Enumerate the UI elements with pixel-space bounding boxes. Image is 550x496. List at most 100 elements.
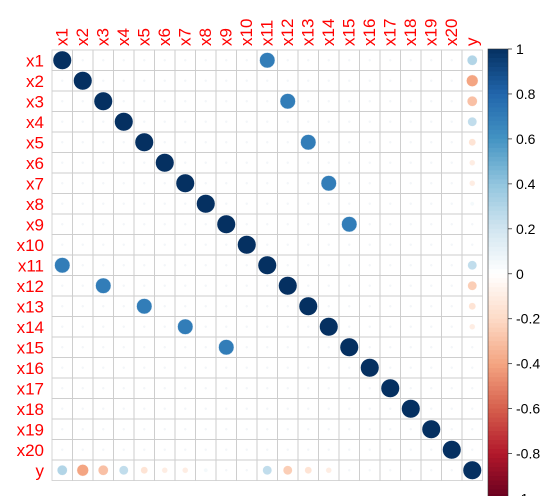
corr-circle-x13-y <box>468 302 477 311</box>
corr-circle-x17-x13 <box>307 387 310 390</box>
corr-circle-x11-x10 <box>245 264 248 267</box>
corr-circle-x13-x5 <box>136 298 153 315</box>
corr-circle-x10-x19 <box>430 243 433 246</box>
corr-circle-x12-x14 <box>327 284 330 287</box>
corr-circle-x18-x2 <box>81 407 84 410</box>
colorbar-segment <box>488 93 508 100</box>
corr-circle-x17-x10 <box>245 387 248 390</box>
corr-circle-x16-x2 <box>81 366 84 369</box>
corr-circle-x11-x11 <box>257 255 277 275</box>
corr-circle-x2-x19 <box>430 79 433 82</box>
colorbar-segment <box>488 359 508 365</box>
corr-circle-x12-x13 <box>307 284 310 287</box>
corr-circle-x17-x14 <box>327 387 330 390</box>
corr-circle-x20-x10 <box>245 448 248 451</box>
corr-circle-x8-x6 <box>163 202 166 205</box>
corr-circle-x12-x7 <box>184 284 187 287</box>
colorbar-segment <box>488 480 508 486</box>
corr-circle-x10-x13 <box>307 243 310 246</box>
corr-circle-x2-x12 <box>286 79 289 82</box>
corr-circle-x1-x5 <box>143 59 146 62</box>
circle-layer <box>52 50 482 480</box>
corr-circle-x9-x6 <box>163 223 166 226</box>
corr-circle-x8-x4 <box>122 202 125 205</box>
colorbar-segment <box>488 120 508 127</box>
corr-circle-x3-x13 <box>307 100 310 103</box>
corr-circle-x8-x2 <box>81 202 84 205</box>
corr-circle-x14-x15 <box>348 325 351 328</box>
corr-circle-x17-x1 <box>61 387 64 390</box>
colorbar-tick-label: 0.2 <box>516 221 536 237</box>
corr-circle-x20-x5 <box>143 448 146 451</box>
corr-circle-x9-x10 <box>245 223 248 226</box>
corr-circle-x7-x14 <box>320 175 337 192</box>
corr-circle-x8-x17 <box>389 202 392 205</box>
corr-circle-x20-x11 <box>266 448 269 451</box>
corr-circle-y-x6 <box>161 467 168 474</box>
corr-circle-x9-x9 <box>216 214 236 234</box>
corr-circle-x8-x7 <box>184 202 187 205</box>
col-label-x8: x8 <box>196 28 215 46</box>
corr-circle-x8-x8 <box>196 194 216 214</box>
col-label-x18: x18 <box>401 19 420 46</box>
corr-circle-x6-x8 <box>204 161 207 164</box>
colorbar-segment <box>488 350 508 356</box>
corr-circle-x11-x3 <box>102 264 105 267</box>
colorbar-segment <box>488 332 508 338</box>
corr-circle-x15-x6 <box>163 346 166 349</box>
corr-circle-x9-x3 <box>102 223 105 226</box>
corr-circle-x13-x7 <box>184 305 187 308</box>
corr-circle-x7-x19 <box>430 182 433 185</box>
colorbar-segment <box>488 143 508 149</box>
corr-circle-x16-x14 <box>327 366 330 369</box>
colorbar-segment <box>488 89 508 95</box>
corr-circle-x9-x7 <box>184 223 187 226</box>
corr-circle-x12-x4 <box>122 284 125 287</box>
corr-circle-x11-x7 <box>184 264 187 267</box>
colorbar-segment <box>488 467 508 473</box>
colorbar-segment <box>488 147 508 153</box>
corr-circle-x6-x4 <box>122 161 125 164</box>
corr-circle-x9-x5 <box>143 223 146 226</box>
corr-circle-x9-y <box>471 223 474 226</box>
corr-circle-x1-y <box>466 54 478 66</box>
corr-circle-x15-x15 <box>339 337 359 357</box>
corr-circle-x12-x18 <box>409 284 412 287</box>
row-label-x20: x20 <box>17 441 44 460</box>
corr-circle-x10-x8 <box>204 243 207 246</box>
corr-circle-x8-x3 <box>102 202 105 205</box>
corr-circle-x17-x8 <box>204 387 207 390</box>
corr-circle-x7-x16 <box>368 182 371 185</box>
corr-circle-x14-x18 <box>409 325 412 328</box>
corr-circle-x15-x4 <box>122 346 125 349</box>
corr-circle-x9-x1 <box>61 223 64 226</box>
corr-circle-x18-x11 <box>266 407 269 410</box>
colorbar-segment <box>488 471 508 477</box>
colorbar-segment <box>488 233 508 239</box>
corr-circle-x10-x14 <box>327 243 330 246</box>
corr-circle-x10-x11 <box>266 243 269 246</box>
corr-circle-x5-x20 <box>450 141 453 144</box>
colorbar-segment <box>488 494 508 496</box>
corr-circle-x17-x15 <box>348 387 351 390</box>
colorbar-segment <box>488 368 508 374</box>
corr-circle-x5-x10 <box>245 141 248 144</box>
corr-circle-x2-x17 <box>389 79 392 82</box>
corr-circle-x11-x2 <box>81 264 84 267</box>
corr-circle-x9-x14 <box>327 223 330 226</box>
corr-circle-x19-x1 <box>61 428 64 431</box>
corr-circle-x16-x18 <box>409 366 412 369</box>
corr-circle-x16-x5 <box>143 366 146 369</box>
corr-circle-x8-x1 <box>61 202 64 205</box>
colorbar-segment <box>488 435 508 441</box>
corr-circle-x3-x18 <box>409 100 412 103</box>
corr-circle-y-x13 <box>304 466 313 475</box>
colorbar-segment <box>488 156 508 162</box>
colorbar-segment <box>488 165 508 171</box>
corr-circle-x20-x19 <box>430 448 433 451</box>
colorbar-segment <box>488 462 508 468</box>
corr-circle-x6-x11 <box>266 161 269 164</box>
col-label-x17: x17 <box>380 19 399 46</box>
corr-circle-x20-x17 <box>389 448 392 451</box>
corr-circle-x20-x7 <box>184 448 187 451</box>
